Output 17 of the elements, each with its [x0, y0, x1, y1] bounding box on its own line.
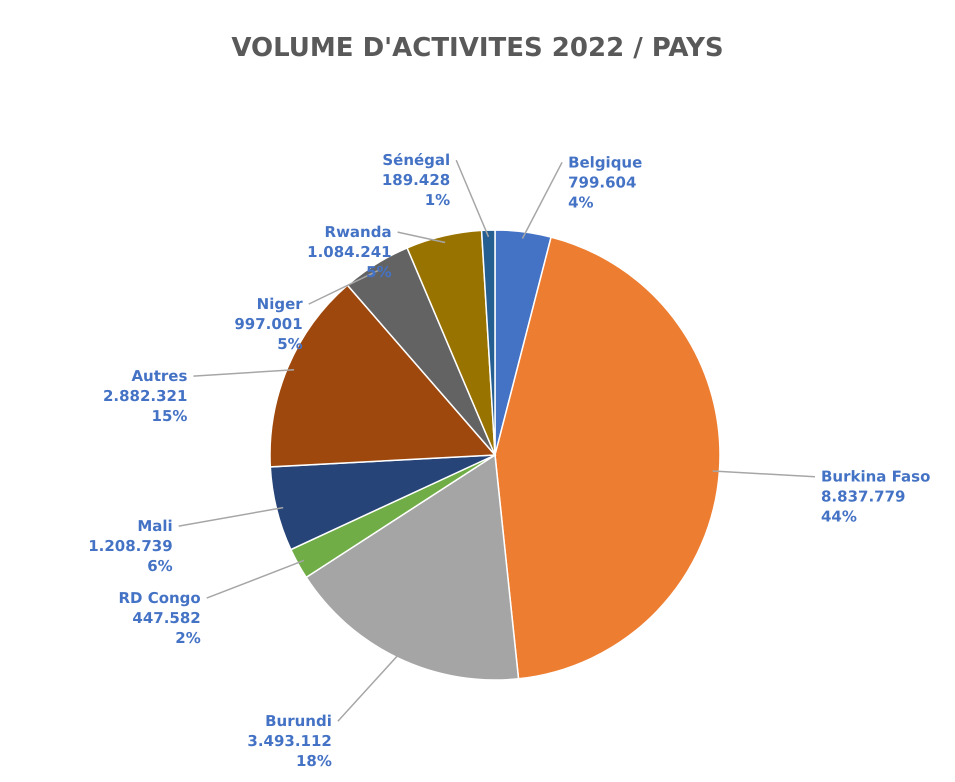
- slice-label: Niger: [256, 295, 304, 314]
- data-label: 799.604 4%: [568, 173, 636, 212]
- data-label: 3.493.112 18%: [247, 732, 332, 770]
- data-label: 447.582 2%: [132, 609, 201, 648]
- slice-label: Rwanda: [324, 223, 392, 242]
- data-label: 8.837.779 44%: [821, 488, 906, 526]
- slice-label: Burundi: [265, 712, 332, 730]
- slice-label: Mali: [137, 517, 173, 536]
- data-label: 1.208.739 6%: [88, 537, 173, 576]
- slice-label: Autres: [131, 367, 188, 386]
- slice-label: Burkina Faso: [821, 468, 930, 486]
- slice-label: Sénégal: [382, 151, 450, 170]
- data-label: 189.428 1%: [382, 171, 450, 210]
- slice-label: Belgique: [568, 153, 642, 172]
- data-label: 2.882.321 15%: [102, 387, 188, 426]
- slice-label: RD Congo: [118, 589, 201, 608]
- chart-title: VOLUME D'ACTIVITES 2022 / PAYS: [231, 33, 724, 63]
